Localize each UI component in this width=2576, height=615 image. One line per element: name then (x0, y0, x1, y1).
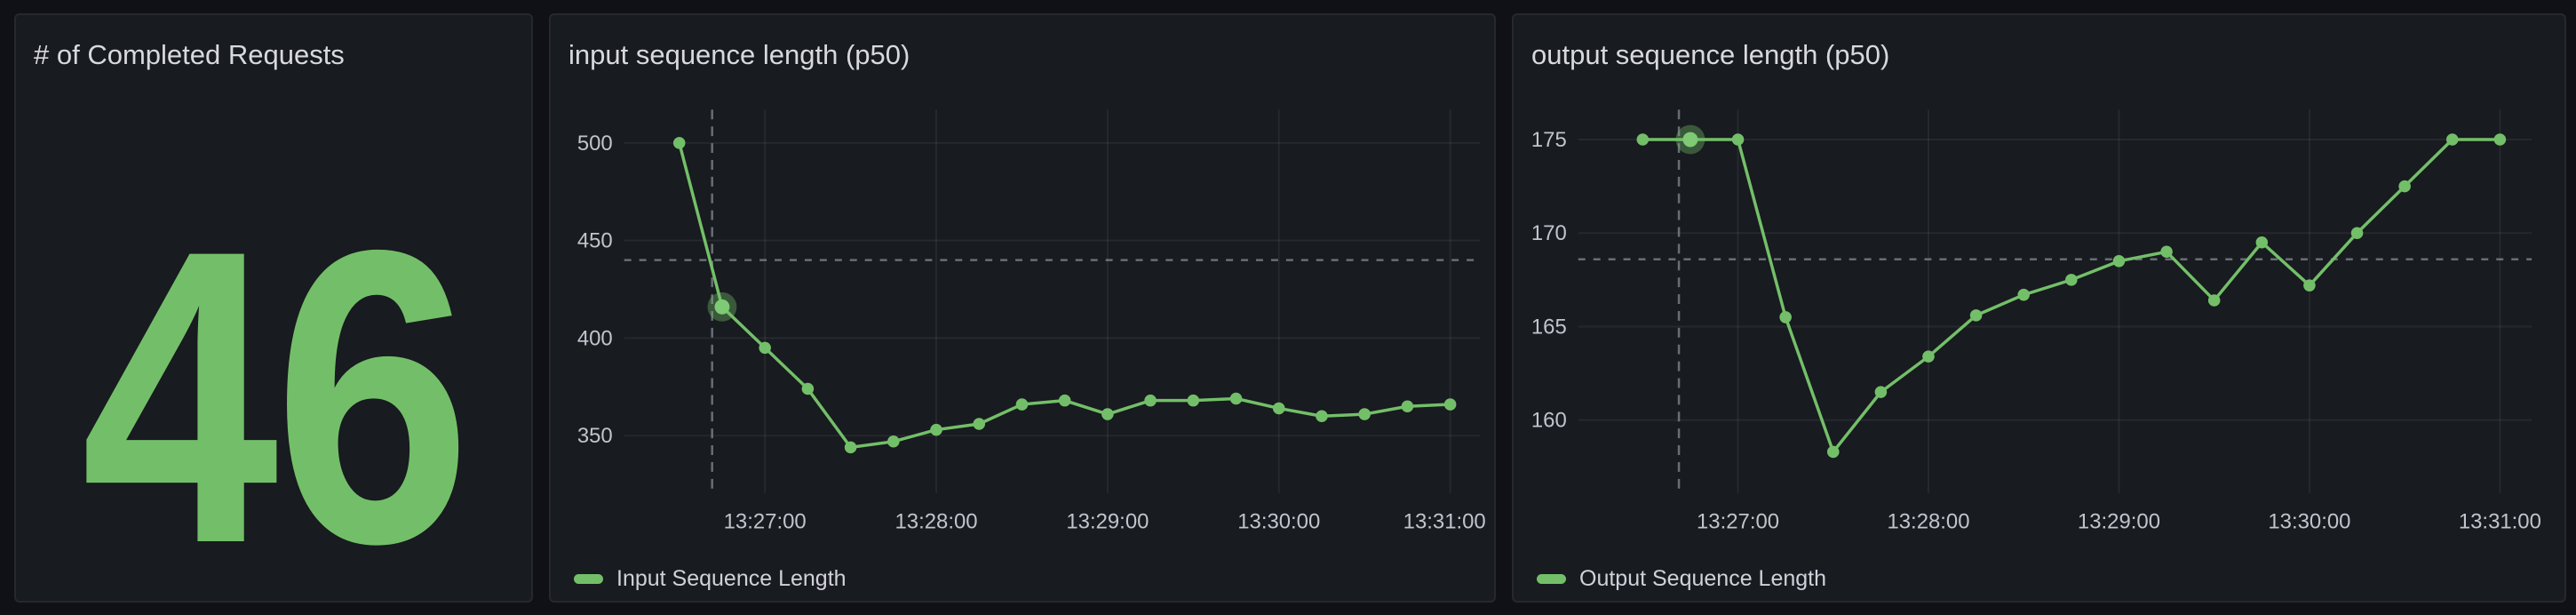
data-point[interactable] (973, 418, 986, 430)
data-point[interactable] (1922, 350, 1935, 363)
panel-title-input-sequence-length[interactable]: input sequence length (p50) (568, 39, 910, 70)
y-axis-tick-label: 160 (1531, 409, 1567, 433)
data-point[interactable] (1101, 408, 1114, 420)
y-axis-tick-label: 170 (1531, 221, 1567, 245)
y-axis-tick-label: 350 (577, 424, 613, 448)
x-axis-tick-label: 13:27:00 (1697, 510, 1779, 534)
data-point[interactable] (1272, 402, 1285, 415)
data-point[interactable] (2350, 227, 2364, 239)
stat-body: 46 (16, 15, 531, 601)
y-axis-tick-label: 175 (1531, 128, 1567, 152)
data-point[interactable] (801, 382, 815, 395)
data-point[interactable] (1144, 394, 1157, 407)
data-point[interactable] (2065, 274, 2078, 286)
legend-series-label: Input Sequence Length (616, 566, 847, 591)
x-axis-tick-label: 13:28:00 (1887, 510, 1969, 534)
data-point[interactable] (2017, 288, 2031, 301)
data-point[interactable] (1969, 309, 1983, 322)
data-point[interactable] (1731, 133, 1745, 146)
series-line (1642, 138, 2500, 454)
panel-completed-requests: # of Completed Requests 46 (14, 13, 533, 603)
panel-title-completed-requests[interactable]: # of Completed Requests (34, 39, 345, 70)
data-point[interactable] (2445, 133, 2459, 146)
data-point[interactable] (2255, 236, 2269, 249)
legend-series-swatch (574, 574, 603, 584)
x-axis-tick-label: 13:27:00 (724, 510, 807, 534)
data-point[interactable] (1401, 400, 1414, 413)
y-axis-tick-label: 400 (577, 326, 613, 350)
panel-input-sequence-length: input sequence length (p50) 350 400 450 500… (549, 13, 1496, 603)
data-point[interactable] (1874, 386, 1888, 398)
data-point[interactable] (714, 299, 730, 315)
data-point[interactable] (1015, 398, 1029, 411)
data-point[interactable] (1358, 408, 1371, 420)
x-axis-tick-label: 13:31:00 (1403, 510, 1486, 534)
input-sequence-length-chart[interactable]: 350 400 450 500 13:27:00 13:28:00 13:29:00 13:3… (551, 15, 1494, 601)
data-point[interactable] (1058, 394, 1071, 407)
data-point[interactable] (2493, 133, 2507, 146)
completed-requests-value: 46 (80, 163, 471, 603)
data-point[interactable] (759, 341, 771, 355)
panel-output-sequence-length: output sequence length (p50) 160 165 170 17… (1512, 13, 2566, 603)
x-axis-tick-label: 13:30:00 (2268, 510, 2350, 534)
data-point[interactable] (1636, 133, 1650, 146)
data-point[interactable] (1229, 392, 1243, 405)
data-point[interactable] (1826, 445, 1840, 459)
data-point[interactable] (2398, 180, 2411, 193)
x-axis-tick-label: 13:29:00 (2078, 510, 2160, 534)
data-point[interactable] (1779, 311, 1792, 323)
data-point[interactable] (2160, 245, 2173, 259)
data-point[interactable] (887, 435, 900, 448)
panel-title-output-sequence-length[interactable]: output sequence length (p50) (1531, 39, 1890, 70)
data-point[interactable] (1443, 398, 1457, 411)
y-axis-tick-label: 165 (1531, 315, 1567, 339)
legend-series-label: Output Sequence Length (1579, 566, 1827, 591)
data-point[interactable] (1316, 410, 1328, 422)
data-point[interactable] (672, 137, 686, 149)
data-point[interactable] (2207, 294, 2221, 307)
data-point[interactable] (844, 441, 857, 454)
legend-output-sequence-length[interactable]: Output Sequence Length (1537, 566, 1826, 592)
x-axis-tick-label: 13:31:00 (2459, 510, 2541, 534)
x-axis-tick-label: 13:29:00 (1066, 510, 1149, 534)
data-point[interactable] (2303, 279, 2316, 292)
x-axis-tick-label: 13:28:00 (895, 510, 978, 534)
data-point[interactable] (2112, 255, 2126, 268)
legend-series-swatch (1537, 574, 1566, 584)
y-axis-tick-label: 450 (577, 229, 613, 253)
x-axis-tick-label: 13:30:00 (1237, 510, 1320, 534)
output-sequence-length-chart[interactable]: 160 165 170 175 13:27:00 13:28:00 13:29:00 13:3… (1514, 15, 2564, 601)
data-point[interactable] (930, 423, 942, 436)
data-point[interactable] (1187, 394, 1200, 407)
y-axis-tick-label: 500 (577, 132, 613, 156)
data-point[interactable] (1682, 132, 1698, 148)
legend-input-sequence-length[interactable]: Input Sequence Length (574, 566, 847, 592)
